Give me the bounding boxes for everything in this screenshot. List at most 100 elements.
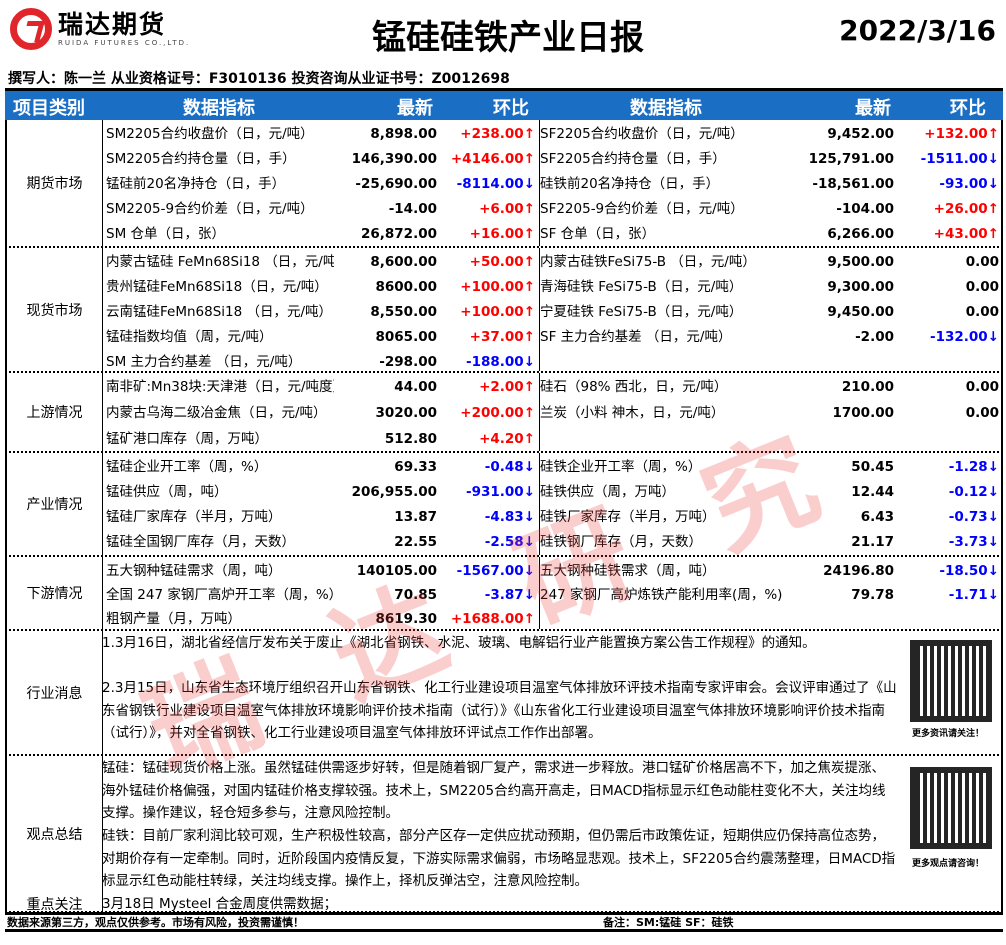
logo-name: 瑞达期货 (58, 10, 167, 39)
section-1: 现货市场 内蒙古锰硅 FeMn68Si18 （日，元/吨 8,600.00 +50.0… (5, 248, 1003, 373)
indicator-name: SM2205合约持仓量（日，手） (106, 151, 296, 167)
change-value: 0.00 (965, 254, 999, 270)
indicator-name: 云南锰硅FeMn68Si18 （日，元/吨） (106, 304, 333, 320)
latest-value: 12.44 (851, 484, 894, 500)
qr-code-news (910, 640, 992, 722)
latest-value: 1700.00 (832, 405, 895, 421)
latest-value: 206,955.00 (351, 484, 437, 500)
indicator-name: 硅铁供应（周，万吨） (540, 484, 675, 500)
change-value: -3.87↓ (484, 587, 535, 603)
section-category: 行业消息 (7, 631, 103, 754)
table-row: 粗钢产量（月，万吨） 8619.30 +1688.00↑ (104, 607, 1001, 632)
change-value: -4.83↓ (484, 509, 535, 525)
column-divider (539, 248, 540, 371)
latest-value: 22.55 (394, 534, 437, 550)
indicator-name: SF2205-9合约价差（日，元/吨） (540, 201, 744, 217)
latest-value: 8,600.00 (370, 254, 437, 270)
latest-value: -14.00 (388, 201, 437, 217)
column-divider (539, 373, 540, 451)
section-category: 产业情况 (7, 453, 103, 555)
report-header: 瑞达期货 RUIDA FUTURES CO.,LTD. 锰硅硅铁产业日报 202… (0, 0, 1006, 68)
table-row: 南非矿:Mn38块:天津港（日，元/吨度） 44.00 +2.00↑ 硅石（98% 西… (104, 375, 1001, 400)
indicator-name: 青海硅铁 FeSi75-B（日，元/吨） (540, 279, 743, 295)
latest-value: 8619.30 (375, 611, 438, 627)
change-value: -8114.00↓ (456, 176, 535, 192)
footnote: 备注：SM:锰硅 SF：硅铁 (603, 916, 734, 929)
change-value: -132.00↓ (929, 329, 999, 345)
indicator-name: SM2205合约收盘价（日，元/吨） (106, 126, 314, 142)
indicator-name: SF 仓单（日，张） (540, 226, 656, 242)
latest-value: 6,266.00 (827, 226, 894, 242)
latest-value: -298.00 (379, 354, 437, 370)
indicator-name: 宁夏硅铁 FeSi75-B（日，元/吨） (540, 304, 743, 320)
section-category: 现货市场 (7, 248, 103, 371)
section-category: 观点总结 (7, 756, 103, 911)
indicator-name: 五大钢种锰硅需求（周，吨） (106, 563, 282, 579)
indicator-name: 硅铁厂家库存（半月，万吨） (540, 509, 716, 525)
latest-value: 8,550.00 (370, 304, 437, 320)
change-value: 0.00 (965, 279, 999, 295)
section-0: 期货市场 SM2205合约收盘价（日，元/吨） 8,898.00 +238.00↑ SF… (5, 120, 1003, 248)
change-value: 0.00 (965, 304, 999, 320)
latest-value: 3020.00 (375, 405, 438, 421)
logo-icon (10, 8, 52, 50)
col-indicator-2: 数据指标 (630, 98, 702, 119)
latest-value: 13.87 (394, 509, 437, 525)
focus-section: 重点关注 (5, 895, 1003, 913)
change-value: +2.00↑ (479, 379, 535, 395)
change-value: -2.58↓ (484, 534, 535, 550)
indicator-name: 硅铁企业开工率（周，%） (540, 459, 702, 475)
latest-value: 6.43 (860, 509, 894, 525)
table-row: SM 仓单（日，张） 26,872.00 +16.00↑ SF 仓单（日，张） 6,26… (104, 222, 1001, 247)
indicator-name: 粗钢产量（月，万吨） (106, 611, 241, 627)
latest-value: 9,452.00 (827, 126, 894, 142)
change-value: +26.00↑ (933, 201, 999, 217)
indicator-name: SM 仓单（日，张） (106, 226, 226, 242)
qr-caption: 更多资讯请关注！ (912, 729, 985, 739)
latest-value: 9,300.00 (827, 279, 894, 295)
change-value: +6.00↑ (479, 201, 535, 217)
table-row: 锰硅企业开工率（周，%） 69.33 -0.48↓ 硅铁企业开工率（周，%） 50.45… (104, 455, 1001, 480)
indicator-name: 硅铁钢厂库存（月，天数） (540, 534, 702, 550)
table-row: SM2205-9合约价差（日，元/吨） -14.00 +6.00↑ SF2205-9合… (104, 197, 1001, 222)
latest-value: 50.45 (851, 459, 894, 475)
latest-value: 210.00 (841, 379, 894, 395)
change-value: -0.73↓ (948, 509, 999, 525)
change-value: -3.73↓ (948, 534, 999, 550)
disclaimer: 数据来源第三方，观点仅供参考。市场有风险，投资需谨慎！ (7, 916, 304, 929)
change-value: -1511.00↓ (920, 151, 999, 167)
change-value: -18.50↓ (939, 563, 999, 579)
latest-value: 21.17 (851, 534, 894, 550)
news-section: 行业消息 (5, 631, 1003, 756)
section-category: 重点关注 (7, 895, 103, 913)
latest-value: 140105.00 (356, 563, 437, 579)
section-category: 上游情况 (7, 373, 103, 451)
report-title: 锰硅硅铁产业日报 (372, 18, 644, 58)
qr-caption: 更多观点请咨询！ (912, 859, 985, 869)
latest-value: 24196.80 (823, 563, 894, 579)
change-value: +100.00↑ (460, 279, 535, 295)
table-row: SM 主力合约基差 （日，元/吨） -298.00 -188.00↓ (104, 350, 1001, 375)
indicator-name: 锰硅厂家库存（半月，万吨） (106, 509, 282, 525)
section-4: 下游情况 五大钢种锰硅需求（周，吨） 140105.00 -1567.00↓ 五大钢种硅… (5, 557, 1003, 631)
latest-value: 8600.00 (375, 279, 438, 295)
change-value: -1.28↓ (948, 459, 999, 475)
latest-value: 9,500.00 (827, 254, 894, 270)
change-value: +200.00↑ (460, 405, 535, 421)
change-value: +238.00↑ (460, 126, 535, 142)
table-row: 内蒙古锰硅 FeMn68Si18 （日，元/吨 8,600.00 +50.00↑ 内蒙… (104, 250, 1001, 275)
indicator-name: 硅石（98% 西北，日，元/吨） (540, 379, 728, 395)
change-value: -0.12↓ (948, 484, 999, 500)
table-row: SM2205合约持仓量（日，手） 146,390.00 +4146.00↑ SF220… (104, 147, 1001, 172)
col-change: 环比 (493, 98, 529, 119)
table-row: 锰硅厂家库存（半月，万吨） 13.87 -4.83↓ 硅铁厂家库存（半月，万吨） 6.4… (104, 505, 1001, 530)
change-value: +43.00↑ (933, 226, 999, 242)
indicator-name: 锰硅供应（周，吨） (106, 484, 228, 500)
view-item: 锰硅：锰硅现货价格上涨。虽然锰硅供需逐步好转，但是随着钢厂复产，需求进一步释放。… (102, 760, 886, 821)
section-category: 下游情况 (7, 557, 103, 629)
indicator-name: 内蒙古锰硅 FeMn68Si18 （日，元/吨 (106, 254, 334, 270)
indicator-name: 锰硅企业开工率（周，%） (106, 459, 268, 475)
table-header: 项目类别 数据指标 最新 环比 数据指标 最新 环比 (5, 88, 1003, 120)
change-value: +4.20↑ (479, 431, 535, 447)
focus-text: 3月18日 Mysteel 合金周度供需数据； (102, 896, 338, 912)
